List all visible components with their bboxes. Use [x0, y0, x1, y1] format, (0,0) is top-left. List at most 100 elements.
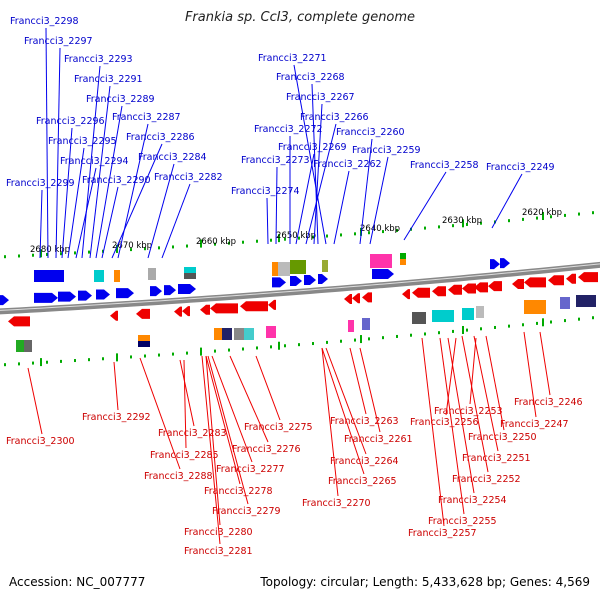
position-tick — [578, 317, 580, 321]
bottom-leader-line — [473, 335, 499, 452]
gene-category-box — [412, 312, 426, 324]
position-tick — [74, 251, 76, 255]
top-gene-label: Francci3_2293 — [64, 54, 133, 65]
position-tick — [438, 225, 440, 229]
forward-gene-arrow — [150, 286, 162, 297]
kbp-scale-label: 2680 kbp — [30, 245, 70, 255]
bottom-leader-line — [321, 347, 339, 497]
gene-category-box — [290, 260, 306, 274]
top-gene-label: Francci3_2249 — [486, 162, 555, 173]
position-tick — [214, 242, 216, 246]
major-tick — [462, 219, 464, 228]
position-tick — [592, 211, 594, 215]
position-tick — [424, 226, 426, 230]
bottom-leader-line — [325, 347, 367, 455]
bottom-gene-label: Francci3_2254 — [438, 495, 507, 506]
top-gene-label: Francci3_2289 — [86, 94, 155, 105]
forward-gene-arrow — [272, 277, 286, 288]
reverse-gene-arrow — [362, 292, 372, 303]
bottom-leader-line — [469, 337, 477, 405]
reverse-gene-arrow — [344, 293, 352, 304]
position-tick — [144, 354, 146, 358]
kbp-scale-label: 2650 kbp — [276, 231, 316, 241]
backbone-highlight — [0, 263, 600, 311]
top-leader-line — [403, 171, 447, 241]
bottom-gene-label: Francci3_2263 — [330, 416, 399, 427]
position-tick — [340, 233, 342, 237]
top-leader-line — [117, 123, 149, 259]
top-leader-line — [333, 170, 350, 245]
top-gene-label: Francci3_2262 — [313, 159, 382, 170]
bottom-gene-label: Francci3_2251 — [462, 453, 531, 464]
bottom-leader-line — [205, 355, 221, 526]
gene-category-box — [24, 340, 32, 352]
bottom-leader-line — [539, 331, 551, 396]
top-leader-line — [305, 123, 337, 245]
major-tick — [40, 358, 42, 367]
gene-category-box — [560, 297, 570, 309]
position-tick — [354, 232, 356, 236]
kbp-scale-label: 2630 kbp — [442, 216, 482, 226]
position-tick — [228, 241, 230, 245]
forward-gene-arrow — [290, 276, 302, 287]
position-tick — [46, 360, 48, 364]
bottom-leader-line — [229, 355, 269, 443]
reverse-gene-arrow — [210, 303, 238, 314]
top-leader-line — [491, 173, 523, 229]
bottom-gene-label: Francci3_2300 — [6, 436, 75, 447]
bottom-gene-label: Francci3_2283 — [158, 428, 227, 439]
bottom-gene-label: Francci3_2246 — [514, 397, 583, 408]
reverse-gene-arrow — [488, 281, 502, 292]
gene-category-box — [222, 328, 232, 340]
position-tick — [452, 329, 454, 333]
position-tick — [256, 239, 258, 243]
position-tick — [60, 252, 62, 256]
reverse-gene-arrow — [174, 306, 182, 317]
forward-gene-arrow — [164, 285, 176, 296]
position-tick — [18, 362, 20, 366]
position-tick — [88, 250, 90, 254]
top-gene-label: Francci3_2273 — [241, 155, 310, 166]
bottom-gene-label: Francci3_2247 — [500, 419, 569, 430]
position-tick — [396, 334, 398, 338]
forward-gene-arrow — [58, 291, 76, 302]
top-leader-line — [311, 83, 319, 245]
kbp-scale-label: 2660 kbp — [196, 237, 236, 247]
position-tick — [60, 359, 62, 363]
position-tick — [438, 331, 440, 335]
position-tick — [284, 237, 286, 241]
top-gene-label: Francci3_2298 — [10, 16, 79, 27]
bottom-gene-label: Francci3_2261 — [344, 434, 413, 445]
top-gene-label: Francci3_2268 — [276, 72, 345, 83]
gene-category-box — [476, 306, 484, 318]
bottom-leader-line — [445, 337, 457, 416]
bottom-gene-label: Francci3_2264 — [330, 456, 399, 467]
gene-category-box — [244, 328, 254, 340]
gene-category-box — [214, 328, 222, 340]
forward-gene-arrow — [116, 288, 134, 299]
position-tick — [354, 338, 356, 342]
bottom-leader-line — [179, 359, 195, 427]
forward-gene-arrow — [304, 274, 316, 285]
position-tick — [396, 228, 398, 232]
reverse-gene-arrow — [268, 299, 276, 310]
gene-category-box — [576, 295, 596, 307]
position-tick — [88, 358, 90, 362]
top-gene-label: Francci3_2299 — [6, 178, 75, 189]
major-tick — [360, 335, 362, 344]
position-tick — [410, 333, 412, 337]
reverse-gene-arrow — [352, 293, 360, 304]
gene-category-box — [16, 340, 24, 352]
bottom-leader-line — [485, 335, 505, 431]
top-leader-line — [147, 163, 175, 259]
position-tick — [74, 359, 76, 363]
gene-category-box — [34, 270, 64, 282]
reverse-gene-arrow — [462, 283, 476, 294]
position-tick — [452, 224, 454, 228]
bottom-leader-line — [207, 355, 249, 505]
position-tick — [298, 236, 300, 240]
top-leader-line — [75, 167, 97, 259]
bottom-leader-line — [27, 367, 43, 435]
top-gene-label: Francci3_2259 — [352, 145, 421, 156]
